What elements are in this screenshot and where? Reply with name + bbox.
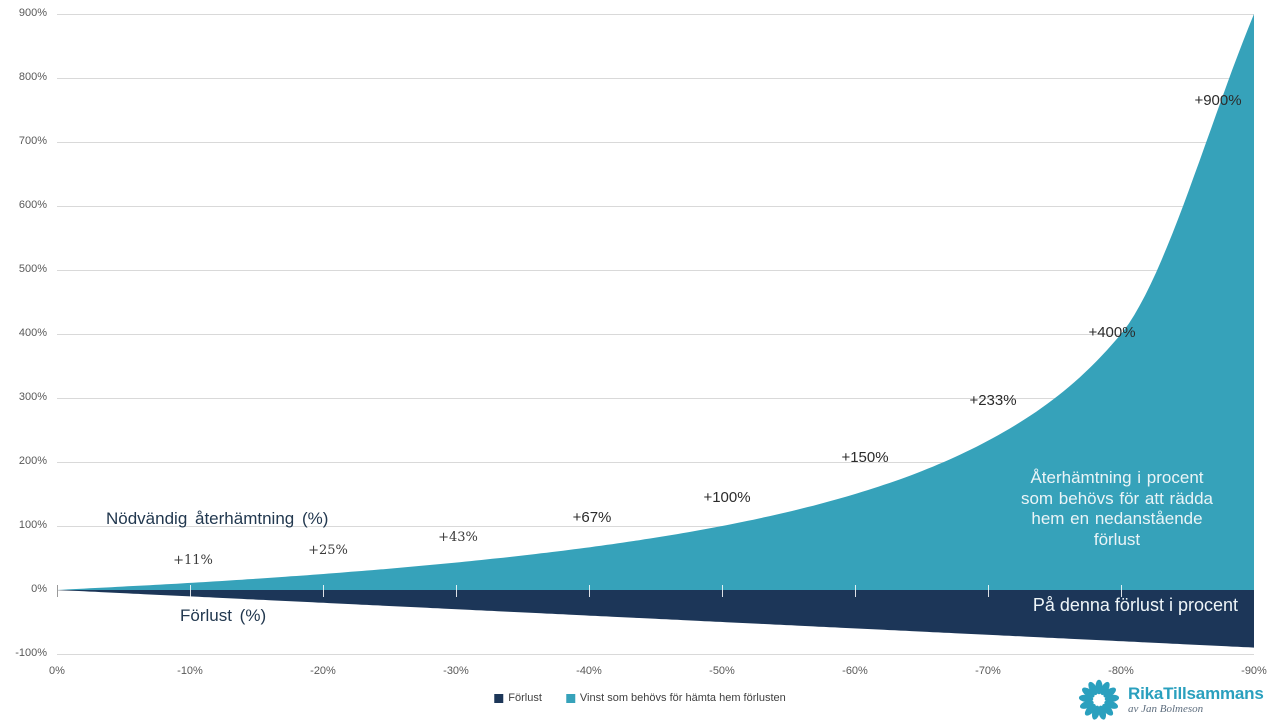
y-axis-tick-label: 0% [31, 583, 47, 595]
chart-legend: Förlust Vinst som behövs för hämta hem f… [494, 692, 786, 704]
flower-petal [1104, 694, 1120, 703]
x-axis-tick-label: -40% [576, 665, 602, 677]
x-axis-tick-label: -80% [1108, 665, 1134, 677]
flower-logo-icon [1078, 679, 1120, 720]
y-axis-tick-label: 900% [18, 7, 47, 19]
legend-label: Vinst som behövs för hämta hem förlusten [579, 692, 786, 704]
brand-byline: av Jan Bolmeson [1128, 703, 1204, 715]
flower-petal [1079, 700, 1094, 709]
data-label: +900% [1194, 92, 1242, 109]
x-axis-tick-label: -60% [842, 665, 868, 677]
x-axis-tick-label: -10% [177, 665, 203, 677]
brand-name: RikaTillsammans [1128, 684, 1264, 703]
legend-label: Förlust [508, 692, 542, 704]
flower-petal [1103, 687, 1116, 698]
y-axis-tick-label: 100% [18, 519, 47, 531]
x-axis-tick-label: -20% [310, 665, 336, 677]
x-axis-tick-label: -90% [1241, 665, 1267, 677]
data-label: +67% [572, 509, 612, 527]
y-axis-tick-label: 700% [18, 135, 47, 147]
y-axis-tick-label: 300% [18, 391, 47, 403]
loss-area-annotation: På denna förlust i procent [1032, 595, 1238, 615]
data-label: +43% [438, 529, 478, 545]
y-axis-tick-label: -100% [15, 647, 47, 659]
y-axis-tick-label: 200% [18, 455, 47, 467]
recovery-area [57, 14, 1254, 590]
flower-petal [1098, 705, 1107, 720]
data-label: +150% [841, 449, 889, 466]
recovery-series-swatch [565, 693, 575, 703]
x-axis-tick-label: -50% [709, 665, 735, 677]
annotation-line: Återhämtning i procent [1030, 468, 1204, 487]
annotation-line: som behövs för att rädda [1020, 488, 1214, 508]
data-label: +400% [1088, 324, 1136, 341]
x-axis-tick-label: -70% [975, 665, 1001, 677]
annotation-line: hem en nedanstående [1031, 509, 1203, 528]
flower-petal [1088, 681, 1098, 696]
x-axis-tick-label: 0% [49, 665, 65, 677]
flower-petal [1102, 703, 1114, 716]
data-label: +11% [173, 552, 213, 568]
flower-petal [1100, 681, 1110, 696]
legend-item-vinst: Vinst som behövs för hämta hem förlusten [565, 692, 786, 704]
legend-item-forlust: Förlust [494, 692, 542, 704]
loss-series-swatch [494, 693, 504, 703]
annotation-line: förlust [1093, 529, 1141, 549]
brand-text: RikaTillsammans av Jan Bolmeson [1128, 678, 1264, 715]
loss-axis-note: Förlust (%) [180, 606, 267, 625]
flower-petal [1082, 687, 1095, 698]
y-axis-tick-label: 800% [18, 71, 47, 83]
y-axis-tick-label: 500% [18, 263, 47, 275]
flower-petal [1084, 703, 1096, 716]
y-axis-tick-label: 600% [18, 199, 47, 211]
recovery-axis-note: Nödvändig återhämtning (%) [106, 509, 329, 528]
y-axis-tick-label: 400% [18, 327, 47, 339]
recovery-area-annotation: Återhämtning i procent som behövs för at… [997, 468, 1237, 550]
data-label: +233% [969, 391, 1017, 409]
rikatillsammans-logo: RikaTillsammans av Jan Bolmeson [1077, 678, 1264, 720]
data-label: +100% [703, 489, 751, 506]
data-label: +25% [308, 543, 348, 558]
x-axis-tick-label: -30% [443, 665, 469, 677]
loss-area [57, 590, 1254, 648]
